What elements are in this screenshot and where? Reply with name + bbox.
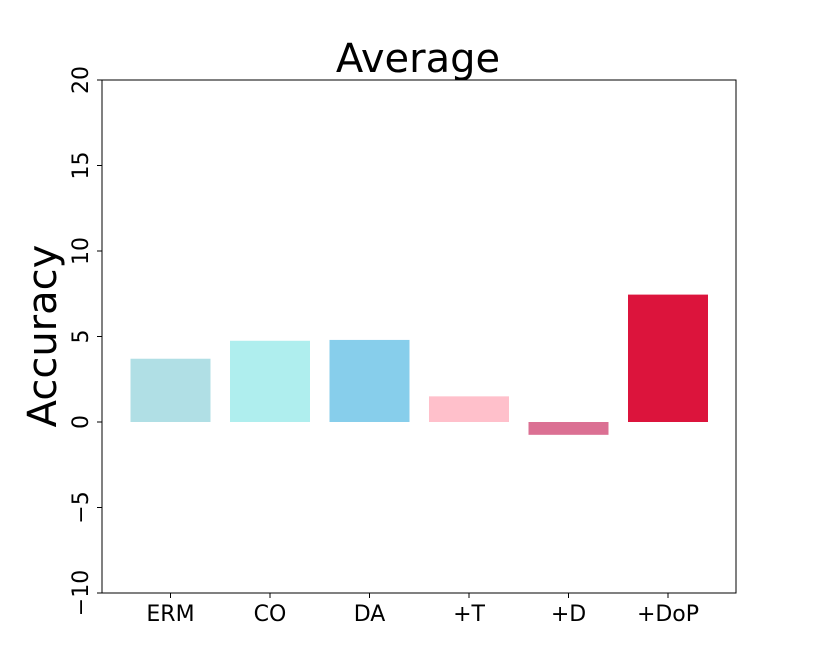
y-axis-ticks: −10 −5 0 5 10 15 20 xyxy=(69,66,102,616)
y-tick-label: 5 xyxy=(69,330,94,344)
bar-t xyxy=(429,396,509,422)
y-tick-label: 10 xyxy=(69,237,94,265)
bars-layer xyxy=(130,294,708,435)
x-tick-label: +DoP xyxy=(637,602,699,627)
x-tick-label: CO xyxy=(254,602,287,627)
y-tick-label: 15 xyxy=(69,152,94,180)
y-tick-label: −10 xyxy=(69,570,94,616)
bar-d xyxy=(528,422,609,435)
bar-co xyxy=(230,340,310,422)
x-tick-label: ERM xyxy=(146,602,194,627)
y-axis-label: Accuracy xyxy=(20,245,66,428)
bar-erm xyxy=(130,358,211,422)
y-tick-label: −5 xyxy=(69,491,94,523)
y-tick-label: 20 xyxy=(69,66,94,94)
bar-dop xyxy=(628,294,708,422)
chart-title: Average xyxy=(336,36,500,82)
y-tick-label: 0 xyxy=(69,415,94,429)
x-tick-label: +D xyxy=(551,602,586,627)
bar-da xyxy=(329,339,410,422)
plot-area-frame xyxy=(101,79,737,594)
x-tick-label: DA xyxy=(354,602,386,627)
x-axis-ticks: ERM CO DA +T +D +DoP xyxy=(146,593,699,627)
x-tick-label: +T xyxy=(453,602,485,627)
